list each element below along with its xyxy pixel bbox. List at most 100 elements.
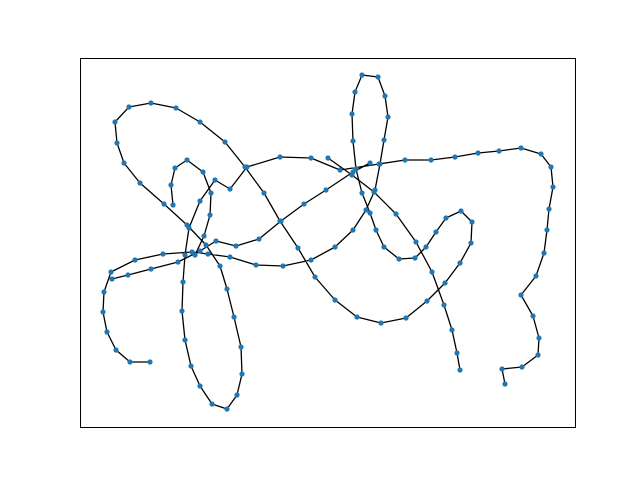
series-0-point-24: [359, 72, 365, 78]
series-1-point-6: [393, 211, 399, 217]
series-0-point-81: [212, 177, 218, 183]
series-0-point-84: [277, 154, 283, 160]
series-2-point-8: [278, 218, 284, 224]
series-0-point-92: [496, 148, 502, 154]
series-2-point-9: [301, 201, 307, 207]
series-0-point-0: [147, 359, 153, 365]
axes-frame: [80, 58, 576, 428]
series-0-point-16: [350, 227, 356, 233]
series-0-point-40: [468, 240, 474, 246]
series-2-point-5: [213, 238, 219, 244]
series-0-point-56: [148, 100, 154, 106]
series-0-point-62: [161, 201, 167, 207]
series-0-point-97: [546, 206, 552, 212]
series-2-point-1: [125, 272, 131, 278]
series-0-point-21: [385, 114, 391, 120]
series-0-point-93: [518, 145, 524, 151]
series-0-point-34: [412, 255, 418, 261]
series-1-point-1: [454, 350, 460, 356]
series-1-point-0: [457, 367, 463, 373]
series-0-point-1: [127, 359, 133, 365]
series-0-point-23: [375, 74, 381, 80]
series-0-point-88: [402, 157, 408, 163]
series-0-point-33: [396, 256, 402, 262]
series-0-point-31: [373, 227, 379, 233]
series-0-point-27: [350, 138, 356, 144]
series-0-point-13: [280, 263, 286, 269]
series-0-point-91: [475, 150, 481, 156]
series-0-point-106: [499, 366, 505, 372]
series-0-point-42: [442, 280, 448, 286]
series-0-point-3: [104, 329, 110, 335]
series-0-point-72: [209, 401, 215, 407]
series-0-point-44: [403, 315, 409, 321]
series-0-point-32: [381, 244, 387, 250]
series-0-point-99: [541, 250, 547, 256]
series-0-point-47: [332, 297, 338, 303]
series-0-point-14: [308, 257, 314, 263]
series-0-point-36: [433, 229, 439, 235]
series-0-point-87: [376, 161, 382, 167]
series-3-point-8: [192, 252, 198, 258]
series-2-point-12: [367, 160, 373, 166]
series-3-point-2: [172, 165, 178, 171]
series-0-point-22: [382, 93, 388, 99]
series-0-point-103: [536, 335, 542, 341]
series-0-point-67: [231, 314, 237, 320]
series-0-point-43: [424, 298, 430, 304]
series-0-point-48: [312, 274, 318, 280]
series-0-point-75: [182, 337, 188, 343]
series-0-point-70: [234, 392, 240, 398]
series-0-point-41: [457, 260, 463, 266]
series-0-point-79: [186, 225, 192, 231]
series-0-point-57: [126, 104, 132, 110]
series-0-point-61: [137, 180, 143, 186]
series-0-point-20: [381, 137, 387, 143]
series-0-point-77: [180, 279, 186, 285]
series-3-point-3: [184, 157, 190, 163]
series-1-point-7: [371, 189, 377, 195]
plot-area: [100, 72, 556, 412]
series-0-point-105: [519, 364, 525, 370]
series-0-point-73: [197, 383, 203, 389]
series-0-point-46: [354, 314, 360, 320]
series-0-point-94: [538, 151, 544, 157]
series-0-point-83: [244, 164, 250, 170]
series-0-point-60: [121, 160, 127, 166]
series-0-point-102: [530, 313, 536, 319]
series-0-point-5: [101, 289, 107, 295]
series-0-point-17: [363, 207, 369, 213]
series-0-point-86: [337, 167, 343, 173]
series-0-point-26: [349, 111, 355, 117]
series-0-point-4: [100, 309, 106, 315]
series-3-point-0: [170, 202, 176, 208]
series-3-point-6: [207, 212, 213, 218]
series-0-point-76: [179, 308, 185, 314]
series-0-point-66: [224, 286, 230, 292]
series-3-point-1: [168, 182, 174, 188]
series-0-point-78: [182, 252, 188, 258]
series-0-point-59: [114, 140, 120, 146]
series-0-point-85: [308, 155, 314, 161]
series-0-point-49: [295, 245, 301, 251]
series-0-point-89: [428, 157, 434, 163]
series-0-point-53: [222, 139, 228, 145]
series-0-point-45: [378, 320, 384, 326]
series-2-point-7: [256, 236, 262, 242]
series-0-point-58: [112, 119, 118, 125]
series-1-line: [327, 157, 461, 371]
series-0-point-100: [533, 273, 539, 279]
series-0-point-7: [132, 257, 138, 263]
series-2-point-3: [175, 259, 181, 265]
series-2-point-2: [148, 266, 154, 272]
series-0-point-98: [544, 227, 550, 233]
series-1-point-9: [325, 155, 331, 161]
series-0-point-64: [203, 242, 209, 248]
series-3-point-7: [201, 233, 207, 239]
series-0-point-11: [227, 254, 233, 260]
series-1-point-4: [429, 269, 435, 275]
series-0-point-29: [359, 190, 365, 196]
series-0-point-8: [160, 251, 166, 257]
series-0-point-95: [548, 164, 554, 170]
